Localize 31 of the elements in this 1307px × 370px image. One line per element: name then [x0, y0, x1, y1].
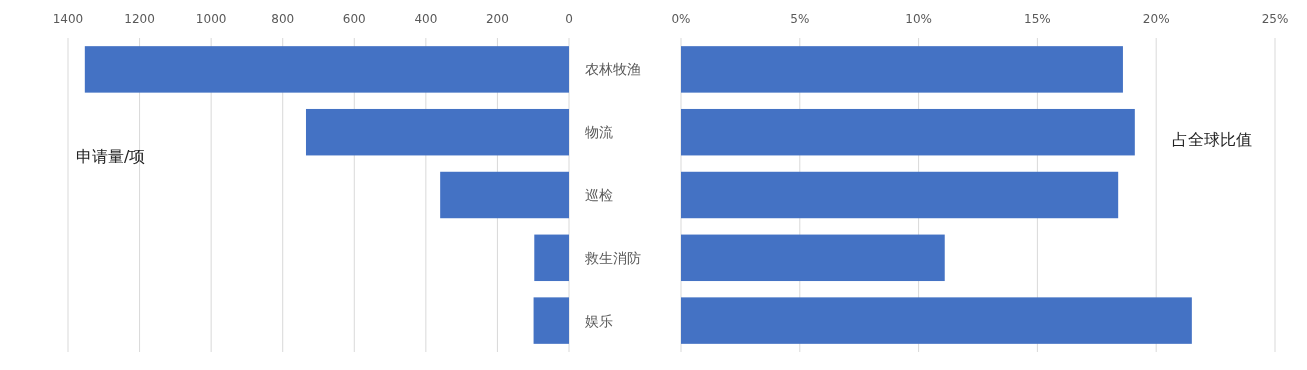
annotation: 占全球比值 [1172, 130, 1252, 149]
x-tick-label: 0 [565, 12, 573, 26]
bar [533, 297, 569, 344]
x-tick-label: 800 [271, 12, 295, 26]
x-tick-label: 0% [671, 12, 691, 26]
y-tick-label: 救生消防 [584, 249, 641, 266]
x-tick-label: 20% [1142, 12, 1170, 26]
x-tick-label: 15% [1024, 12, 1051, 26]
y-tick-label: 娱乐 [585, 312, 613, 329]
x-tick-label: 200 [485, 12, 509, 26]
bar [681, 234, 945, 282]
x-tick-label: 10% [905, 12, 932, 26]
bar [681, 171, 1119, 219]
x-tick-label: 1200 [124, 12, 155, 26]
bar [681, 46, 1123, 93]
bar [84, 46, 569, 93]
x-tick-label: 25% [1261, 12, 1289, 26]
bar [681, 297, 1192, 344]
y-tick-label: 巡检 [585, 187, 613, 203]
x-tick-label: 1400 [52, 12, 84, 26]
bar [534, 234, 569, 282]
x-tick-label: 5% [790, 12, 810, 26]
x-tick-label: 600 [342, 12, 366, 26]
bar [681, 108, 1135, 156]
x-tick-label: 400 [414, 12, 438, 26]
y-tick-label: 农林牧渔 [585, 61, 641, 78]
y-tick-label: 物流 [585, 124, 613, 141]
annotation: 申请量/项 [76, 147, 146, 166]
bar [440, 171, 569, 219]
x-tick-label: 1000 [195, 12, 227, 26]
bar [305, 108, 569, 156]
